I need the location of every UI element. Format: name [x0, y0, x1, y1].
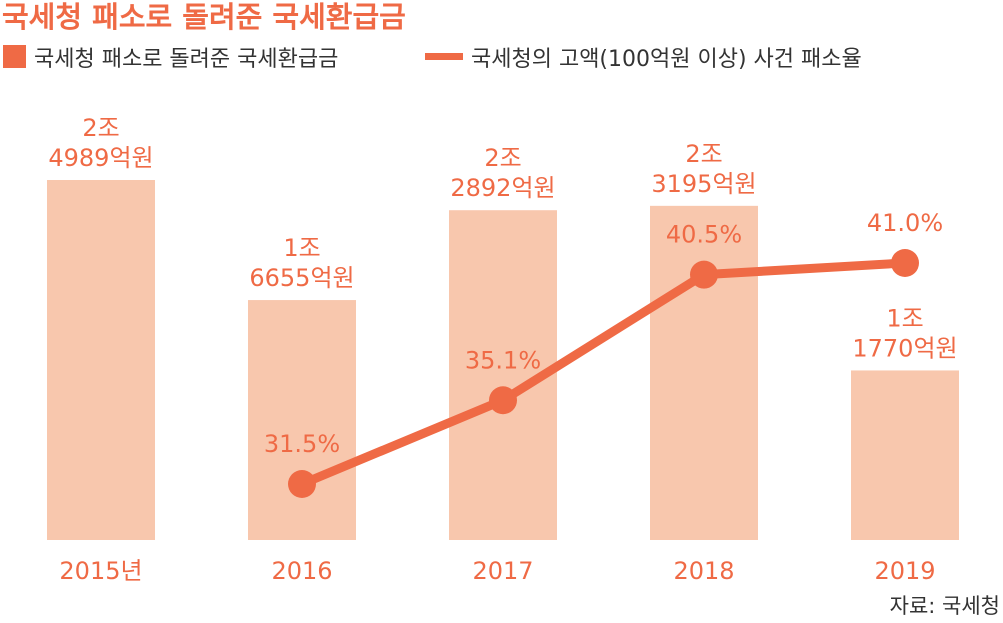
line-value-label-1: 35.1% [465, 346, 541, 374]
bar-value-label-line2-1: 6655억원 [249, 264, 354, 292]
line-series-path [297, 258, 910, 489]
line-value-label-2: 40.5% [666, 221, 742, 249]
bar-value-label-line2-3: 3195억원 [651, 170, 756, 198]
bar-1 [248, 300, 356, 540]
legend: 국세청 패소로 돌려준 국세환급금 국세청의 고액(100억원 이상) 사건 패… [3, 45, 862, 72]
category-label-3: 2018 [673, 557, 734, 585]
line-point-2 [690, 260, 718, 289]
category-label-2: 2017 [472, 557, 533, 585]
bar-value-label-line1-1: 1조 [283, 234, 320, 262]
bar-value-label-line1-2: 2조 [484, 144, 521, 172]
legend-bar-label: 국세청 패소로 돌려준 국세환급금 [34, 47, 338, 72]
bar-value-label-line2-4: 1770억원 [852, 334, 957, 362]
bar-value-label-line2-0: 4989억원 [48, 144, 153, 172]
bar-value-label-line1-3: 2조 [685, 140, 722, 168]
source-note: 자료: 국세청 [890, 594, 1000, 618]
bar-value-label-line1-0: 2조 [82, 114, 119, 142]
bar-3 [650, 205, 758, 540]
category-label-4: 2019 [874, 557, 935, 585]
line-series-group [288, 249, 919, 498]
bar-4 [851, 370, 959, 540]
line-value-label-0: 31.5% [264, 430, 340, 458]
chart-title: 국세청 패소로 돌려준 국세환급금 [2, 0, 406, 34]
bar-value-label-line2-2: 2892억원 [450, 174, 555, 202]
line-point-3 [891, 249, 919, 277]
bar-value-label-line1-4: 1조 [886, 304, 923, 332]
category-label-0: 2015년 [59, 557, 142, 585]
line-point-0 [288, 470, 316, 498]
category-label-1: 2016 [271, 557, 332, 585]
legend-bar-swatch [3, 45, 26, 68]
legend-line-label: 국세청의 고액(100억원 이상) 사건 패소율 [471, 47, 862, 72]
line-value-label-3: 41.0% [867, 209, 943, 237]
line-point-1 [489, 386, 517, 415]
bar-0 [47, 180, 155, 540]
legend-line-swatch [425, 53, 463, 60]
labels-group: 2조4989억원2015년1조6655억원20162조2892억원20172조3… [48, 114, 957, 585]
